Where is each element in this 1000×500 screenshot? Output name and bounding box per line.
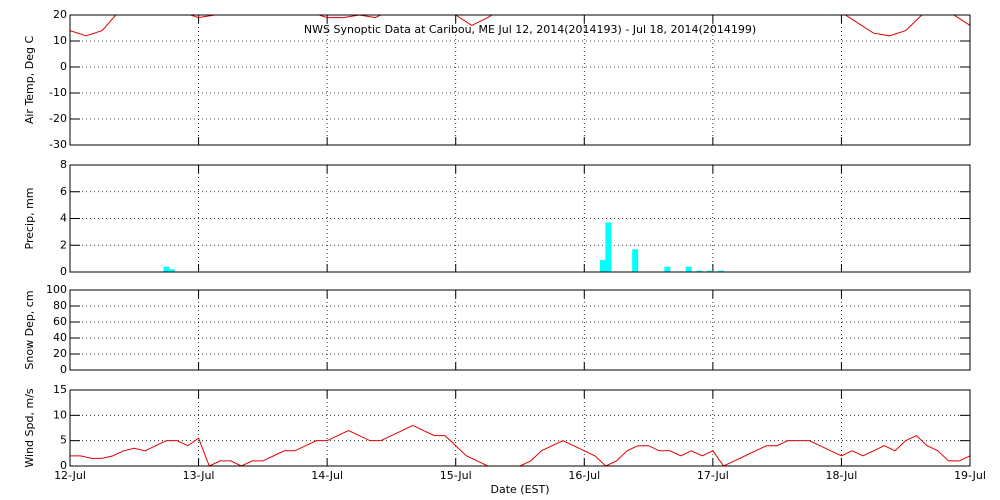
- chart-title: NWS Synoptic Data at Caribou, ME Jul 12,…: [304, 23, 756, 36]
- y-tick-label: 20: [53, 8, 67, 21]
- plot-area: [163, 222, 724, 272]
- y-tick-label: 20: [53, 347, 67, 360]
- bar: [685, 266, 692, 272]
- bar: [632, 249, 639, 272]
- y-tick-label: -20: [49, 112, 67, 125]
- y-tick-label: 0: [60, 363, 67, 376]
- bar: [664, 266, 671, 272]
- x-tick-label: 18-Jul: [825, 469, 857, 482]
- y-axis-label: Precip, mm: [23, 188, 36, 250]
- x-tick-label: 14-Jul: [311, 469, 343, 482]
- y-tick-label: 4: [60, 212, 67, 225]
- x-tick-label: 19-Jul: [954, 469, 986, 482]
- y-tick-label: 0: [60, 265, 67, 278]
- panel-frame: [69, 14, 971, 146]
- y-tick-label: -10: [49, 86, 67, 99]
- plot-area: [70, 424, 970, 466]
- bar: [600, 259, 607, 272]
- x-tick-label: 12-Jul: [54, 469, 86, 482]
- x-tick-label: 13-Jul: [183, 469, 215, 482]
- y-tick-label: 0: [60, 60, 67, 73]
- y-tick-label: 15: [53, 383, 67, 396]
- bar: [707, 270, 714, 272]
- line: [70, 424, 970, 466]
- x-tick-label: 16-Jul: [568, 469, 600, 482]
- x-tick-label: 15-Jul: [440, 469, 472, 482]
- panel-frame: [69, 164, 971, 273]
- y-tick-label: 60: [53, 315, 67, 328]
- y-axis-label: Air Temp, Deg C: [23, 36, 36, 125]
- panel-frame: [69, 289, 971, 371]
- y-axis-label: Snow Dep, cm: [23, 290, 36, 369]
- y-tick-label: 40: [53, 331, 67, 344]
- bar: [696, 270, 703, 272]
- y-tick-label: 10: [53, 34, 67, 47]
- bar: [605, 222, 612, 272]
- panel-frame: [69, 389, 971, 467]
- bar: [717, 270, 724, 272]
- y-tick-label: 8: [60, 158, 67, 171]
- y-tick-label: 100: [46, 283, 67, 296]
- bar: [163, 266, 170, 272]
- y-tick-label: 5: [60, 434, 67, 447]
- x-tick-label: 17-Jul: [697, 469, 729, 482]
- y-axis-label: Wind Spd, m/s: [23, 388, 36, 468]
- bar: [168, 269, 175, 272]
- y-tick-label: 6: [60, 185, 67, 198]
- y-tick-label: 10: [53, 408, 67, 421]
- x-axis-label: Date (EST): [490, 483, 549, 496]
- y-tick-label: 80: [53, 299, 67, 312]
- y-tick-label: 0: [60, 459, 67, 472]
- y-tick-label: 2: [60, 238, 67, 251]
- y-tick-label: -30: [49, 138, 67, 151]
